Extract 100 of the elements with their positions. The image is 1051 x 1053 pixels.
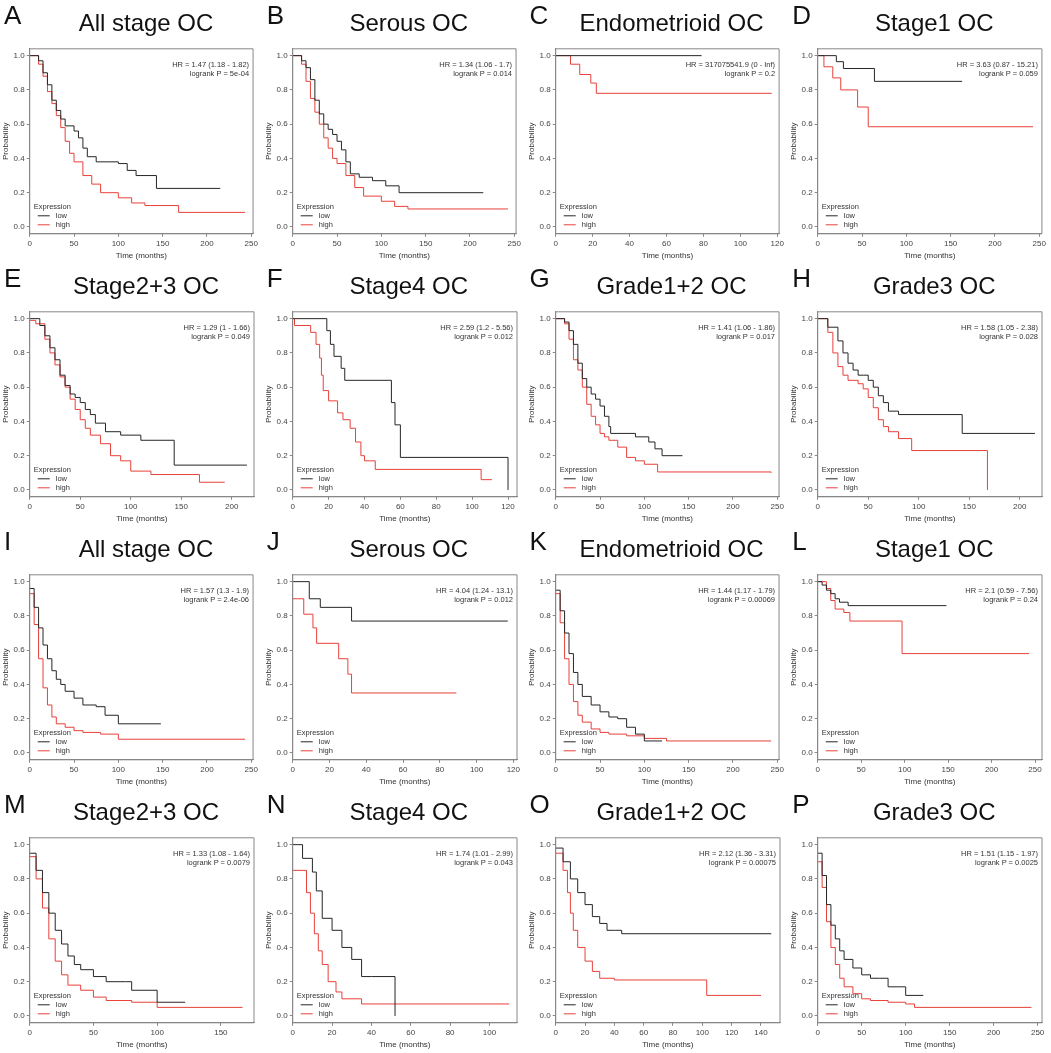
y-tick-label: 0.6 xyxy=(539,382,551,392)
y-tick-label: 0.8 xyxy=(539,85,551,95)
x-tick-label: 200 xyxy=(200,764,215,774)
chart-title: All stage OC xyxy=(77,8,215,38)
chart-title: Endometrioid OC xyxy=(578,8,765,38)
x-tick-label: 100 xyxy=(733,238,748,248)
y-axis-title: Probability xyxy=(789,648,799,686)
y-tick-label: 0.8 xyxy=(13,85,26,95)
x-tick-label: 250 xyxy=(507,238,522,248)
x-tick-label: 50 xyxy=(75,501,86,511)
y-axis-title: Probability xyxy=(263,911,273,949)
y-tick-label: 0.2 xyxy=(13,450,26,460)
y-tick-label: 0.8 xyxy=(801,85,814,95)
x-axis-title: Time (months) xyxy=(904,777,957,787)
x-tick-label: 250 xyxy=(244,238,259,248)
x-axis-title: Time (months) xyxy=(641,514,693,524)
x-axis-title: Time (months) xyxy=(116,514,168,524)
x-tick-label: 100 xyxy=(111,764,126,774)
chart-title: Serous OC xyxy=(348,8,470,38)
chart-title: Grade1+2 OC xyxy=(595,797,748,827)
y-tick-label: 0.6 xyxy=(801,382,814,392)
text: B xyxy=(266,0,285,30)
y-tick-label: 0.4 xyxy=(13,942,26,952)
y-tick-label: 0.0 xyxy=(276,222,289,232)
x-tick-label: 50 xyxy=(856,764,867,774)
y-tick-label: 0.8 xyxy=(539,611,551,621)
text: I xyxy=(4,526,12,556)
y-tick-label: 0.2 xyxy=(276,450,289,460)
x-tick-label: 120 xyxy=(724,1027,739,1037)
y-tick-label: 0.0 xyxy=(13,222,26,232)
x-tick-label: 0 xyxy=(290,501,296,511)
y-tick-label: 0.6 xyxy=(276,382,289,392)
x-axis-title: Time (months) xyxy=(378,1040,431,1050)
y-tick-label: 0.8 xyxy=(13,348,26,358)
x-tick-label: 0 xyxy=(290,764,296,774)
x-axis-title: Time (months) xyxy=(904,251,957,261)
x-tick-label: 0 xyxy=(552,501,558,511)
y-tick-label: 1.0 xyxy=(13,576,26,586)
y-tick-label: 1.0 xyxy=(276,839,289,849)
chart-title: Stage1 OC xyxy=(873,534,995,564)
x-tick-label: 200 xyxy=(725,764,740,774)
x-tick-label: 120 xyxy=(506,764,521,774)
y-tick-label: 0.4 xyxy=(539,416,551,426)
x-axis-title: Time (months) xyxy=(115,251,168,261)
y-tick-label: 0.0 xyxy=(539,222,551,232)
text: O xyxy=(529,789,550,819)
x-tick-label: 150 xyxy=(962,501,977,511)
y-tick-label: 0.8 xyxy=(801,348,814,358)
x-axis-title: Time (months) xyxy=(641,1040,694,1050)
y-tick-label: 1.0 xyxy=(539,576,551,586)
x-tick-label: 100 xyxy=(111,238,126,248)
y-tick-label: 0.2 xyxy=(539,450,551,460)
x-tick-label: 250 xyxy=(1032,238,1047,248)
x-tick-label: 150 xyxy=(941,764,956,774)
x-tick-label: 250 xyxy=(1031,1027,1046,1037)
chart-title: All stage OC xyxy=(77,534,215,564)
x-axis-title: Time (months) xyxy=(378,514,431,524)
x-tick-label: 250 xyxy=(770,501,784,511)
x-tick-label: 200 xyxy=(988,238,1003,248)
y-tick-label: 0.0 xyxy=(276,485,289,495)
y-tick-label: 0.6 xyxy=(276,119,289,129)
x-tick-label: 150 xyxy=(681,764,696,774)
y-tick-label: 0.8 xyxy=(801,611,814,621)
x-tick-label: 150 xyxy=(174,501,189,511)
x-tick-label: 60 xyxy=(406,1027,416,1037)
y-tick-label: 0.2 xyxy=(13,976,26,986)
y-tick-label: 0.0 xyxy=(276,1011,289,1021)
y-tick-label: 1.0 xyxy=(276,313,289,323)
x-tick-label: 100 xyxy=(899,1027,914,1037)
y-tick-label: 0.2 xyxy=(801,450,814,460)
text: N xyxy=(266,789,286,819)
chart-title: Serous OC xyxy=(348,534,470,564)
y-axis-title: Probability xyxy=(789,122,799,160)
x-tick-label: 200 xyxy=(463,238,477,248)
x-tick-label: 200 xyxy=(985,764,1000,774)
y-tick-label: 0.4 xyxy=(276,679,289,689)
y-tick-label: 0.2 xyxy=(276,187,289,197)
y-tick-label: 0.4 xyxy=(13,679,26,689)
x-tick-label: 200 xyxy=(725,501,740,511)
y-tick-label: 0.0 xyxy=(13,748,26,758)
x-tick-label: 0 xyxy=(290,1027,296,1037)
x-tick-label: 200 xyxy=(987,1027,1002,1037)
x-tick-label: 50 xyxy=(864,501,874,511)
y-tick-label: 0.6 xyxy=(276,645,289,655)
x-tick-label: 80 xyxy=(445,1027,455,1037)
x-tick-label: 40 xyxy=(609,1027,619,1037)
x-tick-label: 50 xyxy=(88,1027,99,1037)
x-tick-label: 100 xyxy=(469,764,484,774)
y-tick-label: 0.2 xyxy=(13,187,26,197)
y-tick-label: 0.6 xyxy=(539,908,551,918)
y-tick-label: 0.4 xyxy=(276,153,289,163)
x-axis-title: Time (months) xyxy=(904,1040,957,1050)
chart-title: Stage2+3 OC xyxy=(71,271,221,301)
y-axis-title: Probability xyxy=(263,122,273,160)
y-tick-label: 1.0 xyxy=(13,50,26,60)
y-tick-label: 0.0 xyxy=(539,748,551,758)
x-tick-label: 0 xyxy=(552,1027,558,1037)
x-tick-label: 20 xyxy=(587,238,598,248)
chart-title: Grade3 OC xyxy=(871,271,997,301)
x-tick-label: 200 xyxy=(200,238,215,248)
